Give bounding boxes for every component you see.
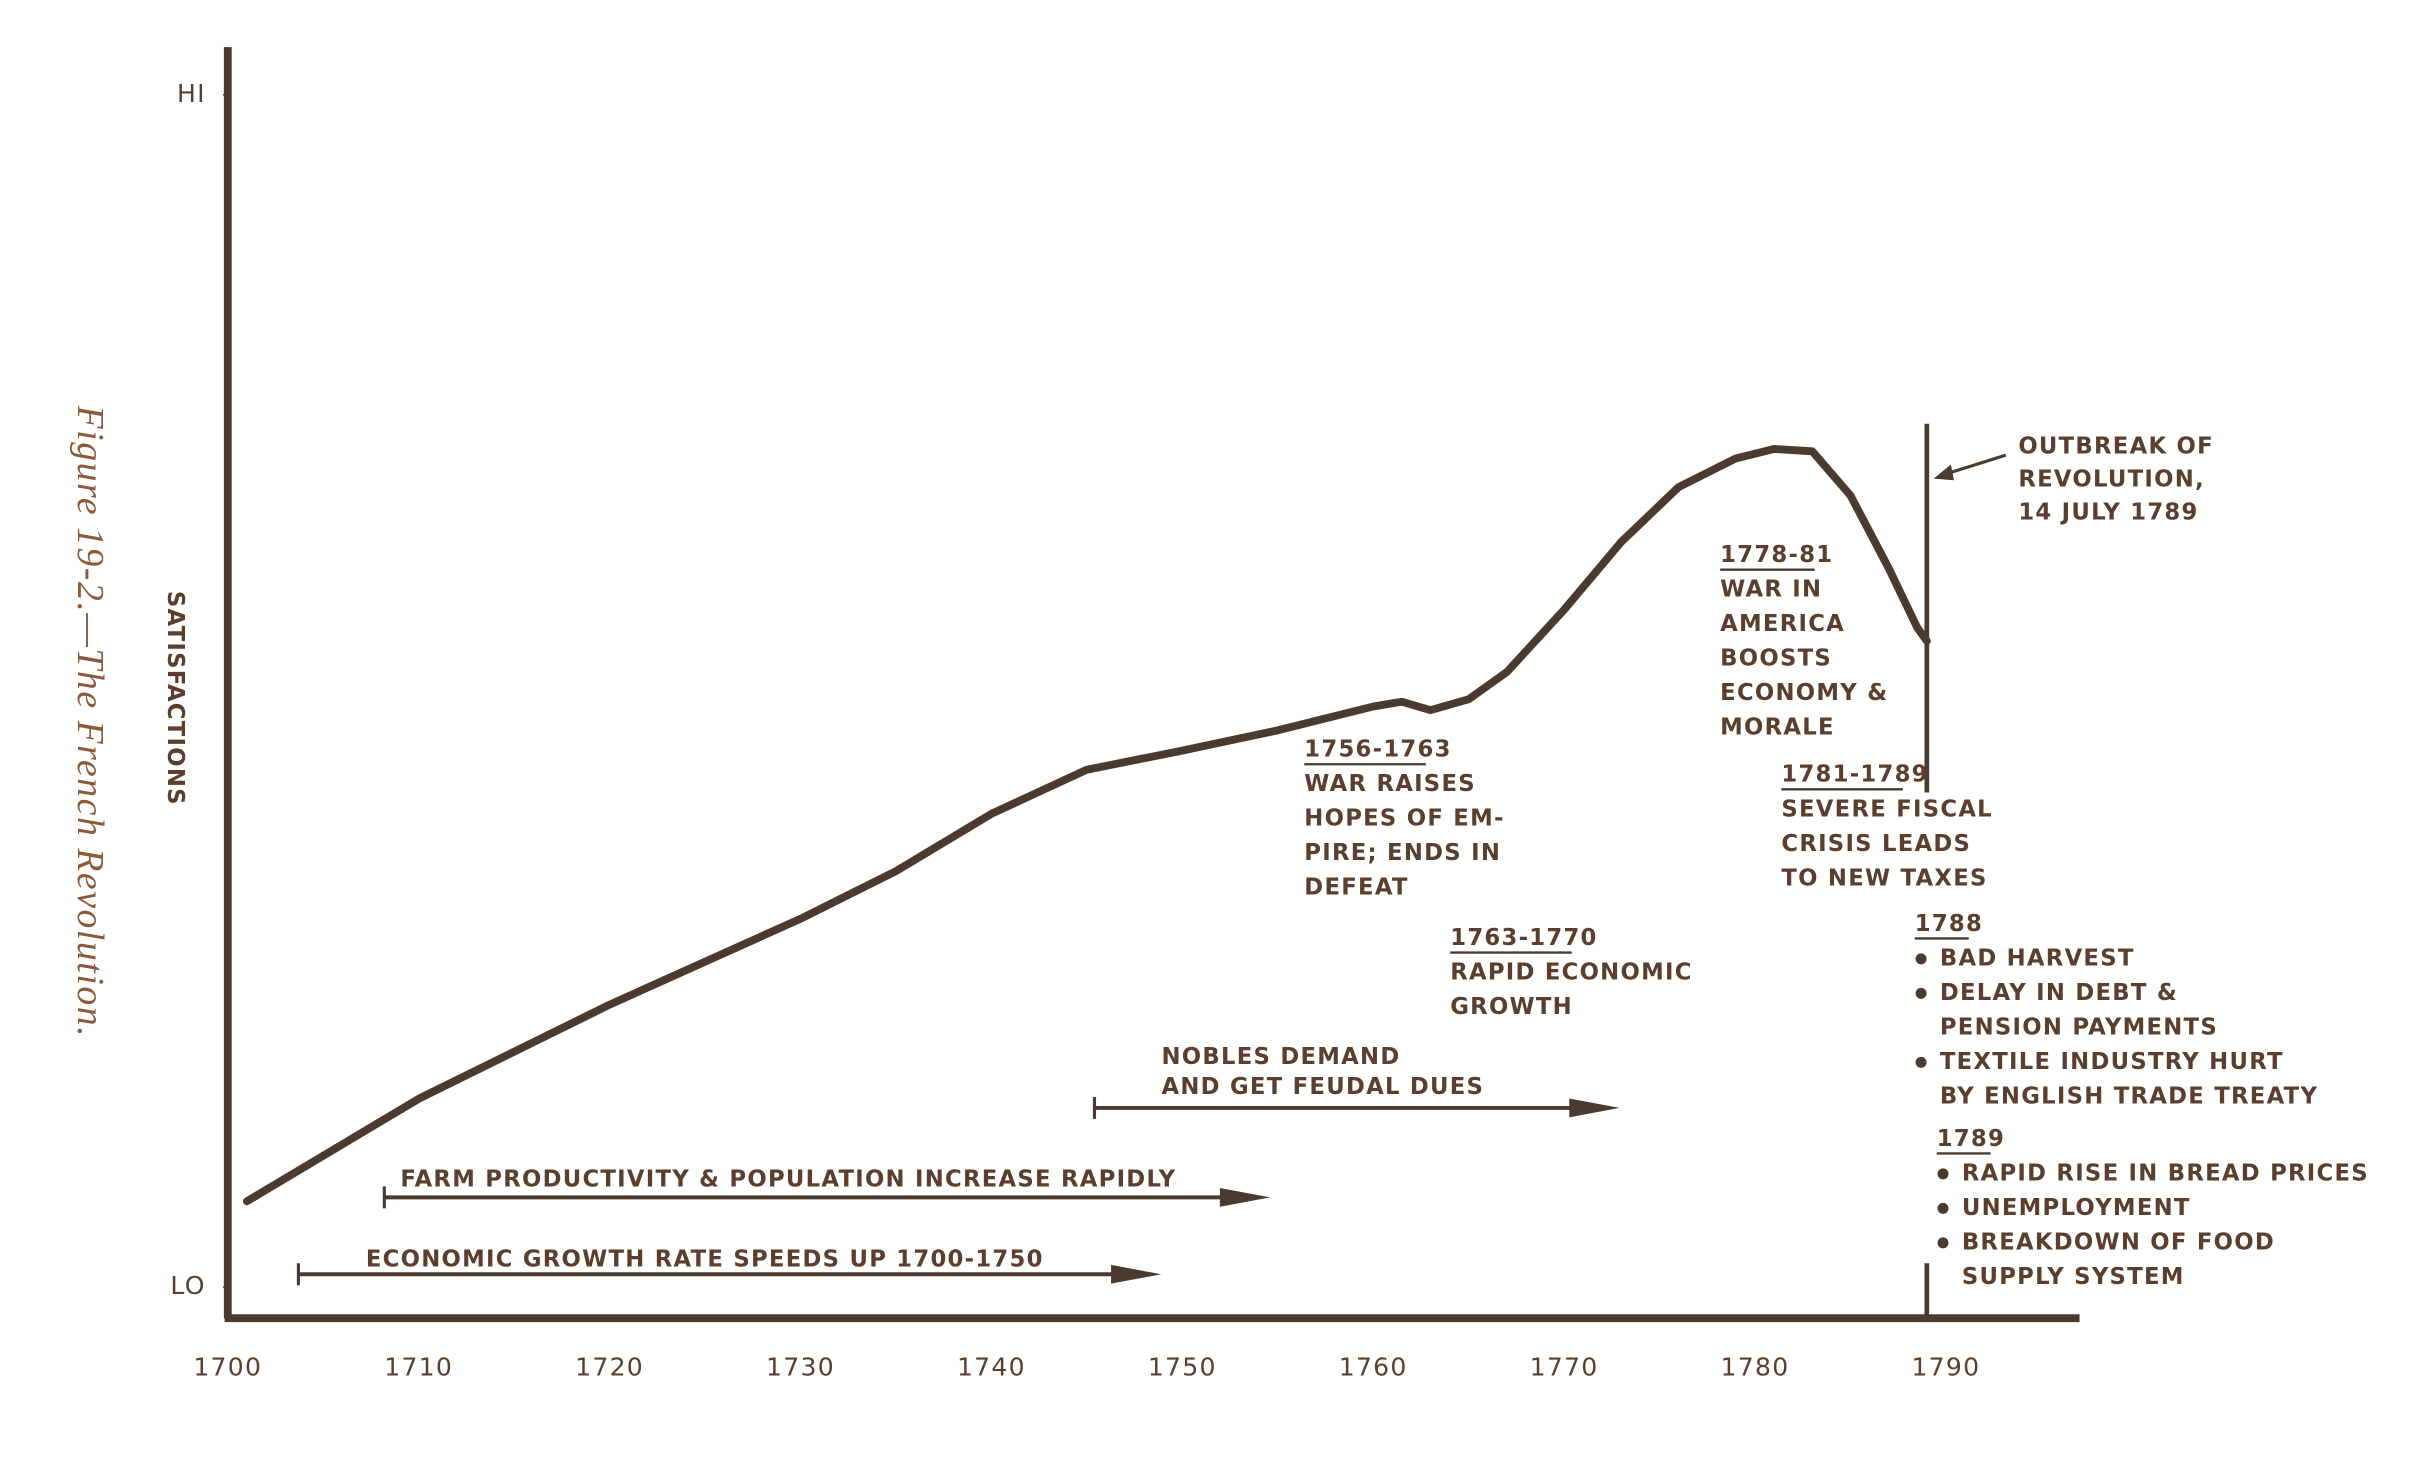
annotation-date: 1778-81: [1720, 542, 1833, 568]
annotation-line: TEXTILE INDUSTRY HURT: [1940, 1049, 2284, 1075]
annotation-line: DEFEAT: [1304, 875, 1408, 901]
annotation-line: SUPPLY SYSTEM: [1962, 1264, 2185, 1290]
revolution-label: 14 JULY 1789: [2018, 500, 2198, 526]
annotation-line: BAD HARVEST: [1940, 945, 2135, 971]
revolution-label: REVOLUTION,: [2018, 467, 2205, 493]
annotation-bullet: [1915, 987, 1927, 999]
annotation-line: DELAY IN DEBT &: [1940, 980, 2178, 1006]
span-label: FARM PRODUCTIVITY & POPULATION INCREASE …: [400, 1167, 1176, 1193]
annotation-line: GROWTH: [1450, 994, 1573, 1020]
span-arrowhead: [1569, 1098, 1620, 1118]
span-arrowhead: [1111, 1264, 1162, 1284]
annotation-line: WAR IN: [1720, 577, 1822, 603]
revolution-label: OUTBREAK OF: [2018, 434, 2214, 460]
annotation-line: RAPID RISE IN BREAD PRICES: [1962, 1160, 2369, 1186]
annotation-line: UNEMPLOYMENT: [1962, 1195, 2191, 1221]
annotation-line: RAPID ECONOMIC: [1450, 959, 1692, 985]
annotation-line: PIRE; ENDS IN: [1304, 840, 1501, 866]
annotation-date: 1756-1763: [1304, 737, 1451, 763]
x-tick-label: 1760: [1339, 1352, 1408, 1381]
annotation-line: HOPES OF EM-: [1304, 806, 1504, 832]
annotation-line: BOOSTS: [1720, 646, 1832, 672]
satisfaction-line: [242, 445, 1931, 1206]
annotation-line: TO NEW TAXES: [1781, 865, 1987, 891]
annotation-line: BREAKDOWN OF FOOD: [1962, 1229, 2275, 1255]
span-label: AND GET FEUDAL DUES: [1162, 1074, 1485, 1100]
span-arrowhead: [1219, 1187, 1271, 1207]
annotation-line: BY ENGLISH TRADE TREATY: [1940, 1083, 2318, 1109]
revolution-pointer: [1945, 453, 2007, 476]
annotation-line: WAR RAISES: [1304, 771, 1476, 797]
revolution-pointer-head: [1933, 464, 1954, 481]
annotation-bullet: [1937, 1237, 1949, 1249]
annotation-line: SEVERE FISCAL: [1781, 796, 1993, 822]
annotation-line: AMERICA: [1720, 611, 1845, 637]
y-tick-label: HI: [177, 79, 206, 108]
y-tick-label: LO: [170, 1271, 205, 1300]
annotation-date: 1788: [1915, 911, 1983, 937]
annotation-date: 1789: [1937, 1126, 2005, 1152]
annotation-line: ECONOMY &: [1720, 680, 1888, 706]
span-label: NOBLES DEMAND: [1162, 1044, 1401, 1070]
x-tick-label: 1720: [575, 1352, 644, 1381]
annotation-bullet: [1937, 1168, 1949, 1180]
annotation-line: CRISIS LEADS: [1781, 831, 1971, 857]
annotation-bullet: [1937, 1202, 1949, 1214]
x-tick-label: 1770: [1530, 1352, 1599, 1381]
x-tick-label: 1750: [1148, 1352, 1217, 1381]
x-tick-label: 1740: [957, 1352, 1026, 1381]
x-tick-label: 1790: [1911, 1352, 1980, 1381]
x-tick-label: 1730: [766, 1352, 835, 1381]
annotation-line: PENSION PAYMENTS: [1940, 1014, 2218, 1040]
x-tick-label: 1700: [193, 1352, 262, 1381]
x-tick-label: 1780: [1721, 1352, 1790, 1381]
annotation-date: 1781-1789: [1781, 762, 1928, 788]
annotation-bullet: [1915, 1056, 1927, 1068]
x-tick-label: 1710: [384, 1352, 453, 1381]
annotation-bullet: [1915, 953, 1927, 965]
annotation-date: 1763-1770: [1450, 925, 1597, 951]
annotation-line: MORALE: [1720, 715, 1835, 741]
y-axis-label: SATISFACTIONS: [162, 591, 188, 806]
span-label: ECONOMIC GROWTH RATE SPEEDS UP 1700-1750: [366, 1247, 1044, 1273]
figure-caption: Figure 19-2.—The French Revolution.: [69, 405, 111, 1039]
